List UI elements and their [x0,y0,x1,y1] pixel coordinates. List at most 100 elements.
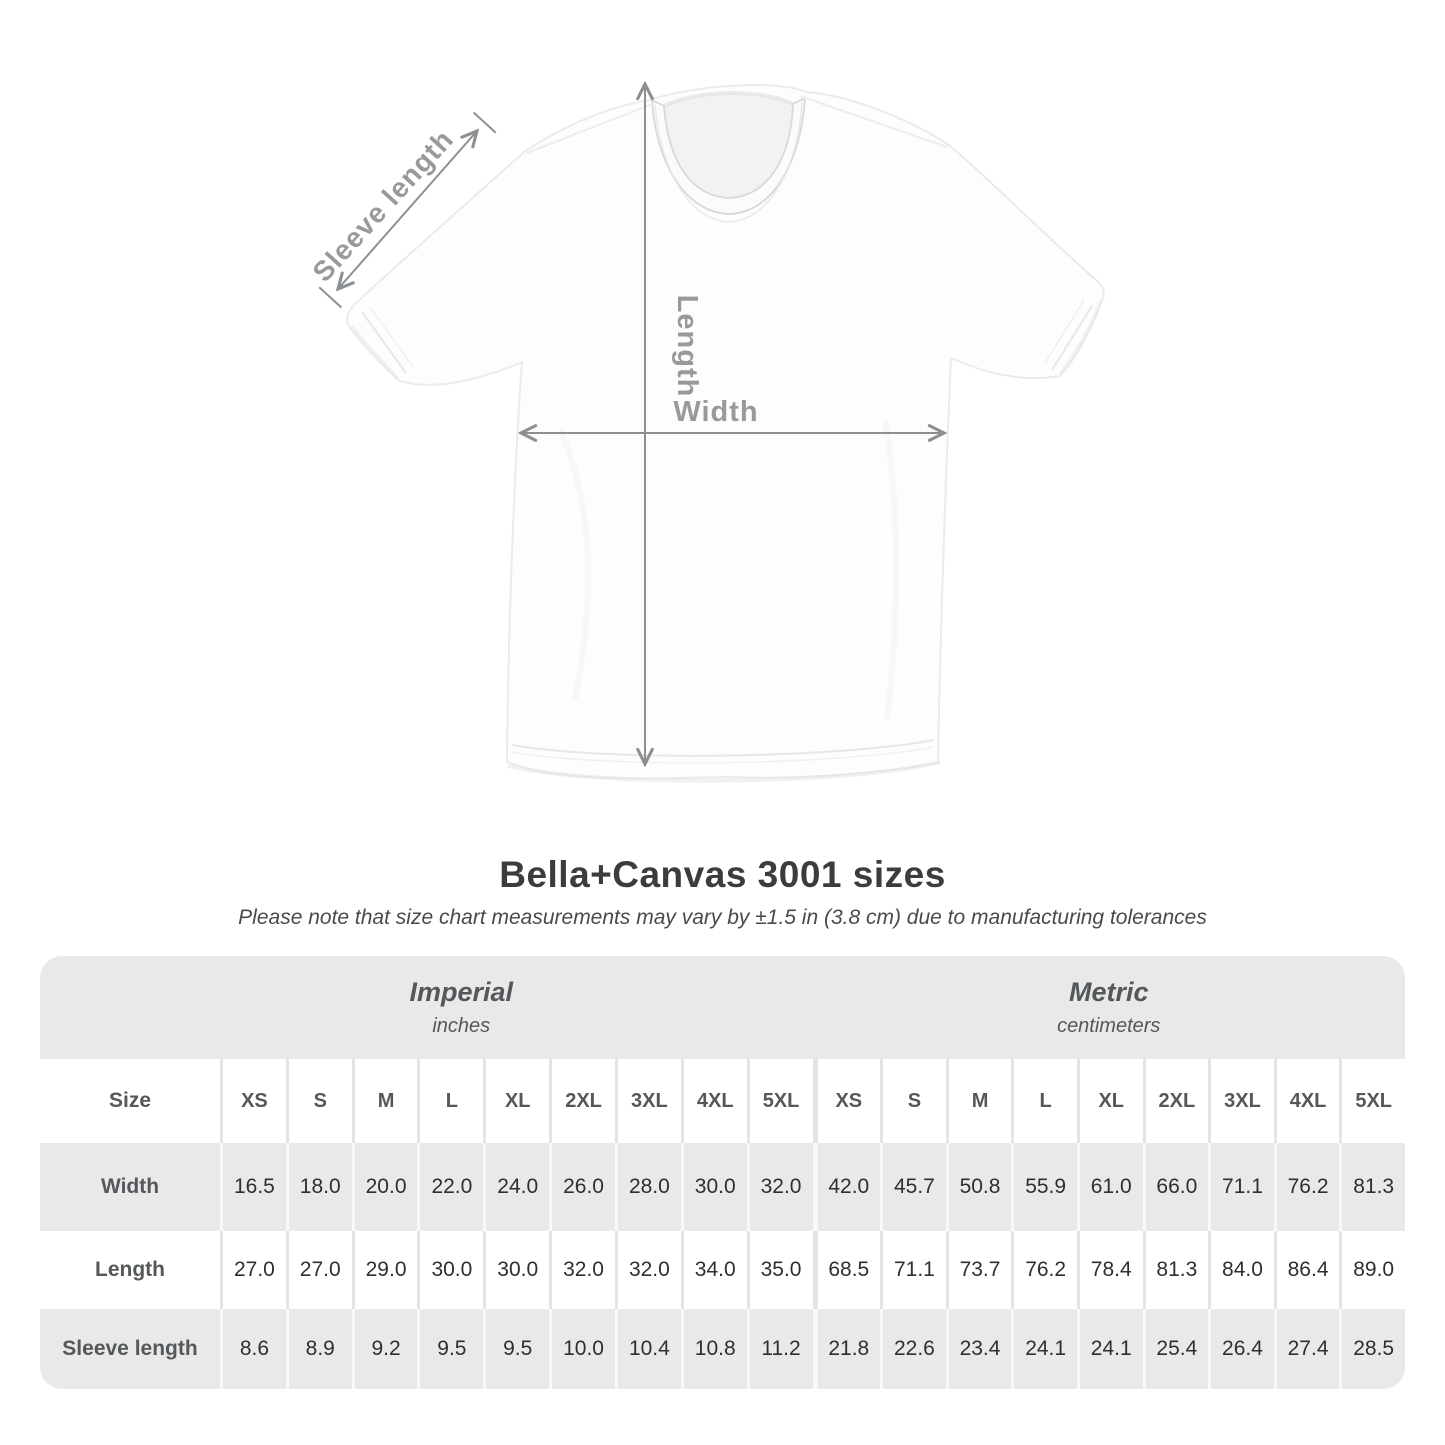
imperial-size-headers: XS S M L XL 2XL 3XL 4XL 5XL [220,1059,813,1143]
size-header-row: Size XS S M L XL 2XL 3XL 4XL 5XL XS S M L XL 2XL 3XL 4X… [40,1059,1405,1143]
length-row: Length 27.0 27.0 29.0 30.0 30.0 32.0 32.0 34.0 3… [40,1231,1405,1309]
sleeve-imperial-values: 8.6 8.9 9.2 9.5 9.5 10.0 10.4 10.8 11.2 [220,1309,813,1389]
size-col-header: M [945,1059,1012,1143]
size-col-header: 2XL [1142,1059,1209,1143]
value-cell: 10.8 [680,1309,747,1389]
size-table: Imperial inches Metric centimeters Size … [40,956,1405,1389]
value-cell: 27.0 [220,1231,286,1309]
size-col-header: XL [1076,1059,1143,1143]
value-cell: 27.4 [1273,1309,1340,1389]
value-cell: 24.0 [483,1143,549,1231]
size-col-header: 3XL [1208,1059,1274,1143]
size-col-header: M [351,1059,418,1143]
size-col-header: 5XL [746,1059,813,1143]
sleeve-length-row: Sleeve length 8.6 8.9 9.2 9.5 9.5 10.0 10.4 10.… [40,1309,1405,1389]
value-cell: 30.0 [483,1231,549,1309]
length-imperial-values: 27.0 27.0 29.0 30.0 30.0 32.0 32.0 34.0 35.0 [220,1231,813,1309]
value-cell: 30.0 [417,1231,483,1309]
value-cell: 76.2 [1273,1143,1340,1231]
value-cell: 71.1 [880,1231,946,1309]
size-col-header: XS [220,1059,286,1143]
sleeve-length-row-label: Sleeve length [62,1337,198,1360]
size-col-header: 3XL [614,1059,681,1143]
value-cell: 28.0 [614,1143,681,1231]
value-cell: 22.6 [880,1309,946,1389]
value-cell: 9.2 [351,1309,418,1389]
value-cell: 86.4 [1273,1231,1340,1309]
value-cell: 23.4 [945,1309,1012,1389]
width-label: Width [673,396,758,428]
length-label: Length [671,295,703,398]
imperial-units: inches [432,1015,491,1037]
value-cell: 89.0 [1339,1231,1405,1309]
value-cell: 26.0 [549,1143,615,1231]
size-col-header: XL [483,1059,549,1143]
value-cell: 68.5 [812,1231,881,1309]
value-cell: 10.4 [614,1309,681,1389]
size-col-header: L [417,1059,483,1143]
value-cell: 27.0 [285,1231,352,1309]
value-cell: 45.7 [880,1143,946,1231]
value-cell: 71.1 [1208,1143,1274,1231]
value-cell: 34.0 [680,1231,747,1309]
width-imperial-values: 16.5 18.0 20.0 22.0 24.0 26.0 28.0 30.0 32.0 [220,1143,813,1231]
value-cell: 8.6 [220,1309,286,1389]
tshirt-diagram-svg: Sleeve length Length Width [306,0,1105,783]
value-cell: 22.0 [417,1143,483,1231]
imperial-header: Imperial inches [40,956,813,1059]
width-metric-values: 42.0 45.7 50.8 55.9 61.0 66.0 71.1 76.2 81.3 [812,1143,1406,1231]
value-cell: 16.5 [220,1143,286,1231]
metric-title: Metric [1068,977,1149,1007]
value-cell: 32.0 [549,1231,615,1309]
table-header-band: Imperial inches Metric centimeters [40,956,1405,1059]
value-cell: 9.5 [483,1309,549,1389]
metric-header: Metric centimeters [813,956,1406,1059]
page-title: Bella+Canvas 3001 sizes [499,854,946,895]
measurement-arrows [318,84,944,764]
value-cell: 28.5 [1339,1309,1405,1389]
size-corner-header: Size [108,1089,152,1112]
metric-units: centimeters [1057,1015,1161,1037]
length-metric-values: 68.5 71.1 73.7 76.2 78.4 81.3 84.0 86.4 89.0 [812,1231,1406,1309]
value-cell: 20.0 [351,1143,418,1231]
value-cell: 81.3 [1339,1143,1405,1231]
value-cell: 55.9 [1011,1143,1077,1231]
tshirt-diagram: Sleeve length Length Width [306,0,1105,783]
length-row-label: Length [95,1258,165,1281]
value-cell: 81.3 [1142,1231,1209,1309]
size-col-header: 2XL [549,1059,615,1143]
value-cell: 61.0 [1076,1143,1143,1231]
value-cell: 32.0 [614,1231,681,1309]
sleeve-arrow-tick-top [472,111,497,134]
size-col-header: L [1011,1059,1077,1143]
value-cell: 42.0 [812,1143,881,1231]
size-col-header: XS [812,1059,881,1143]
page-subtitle: Please note that size chart measurements… [238,906,1207,929]
value-cell: 24.1 [1076,1309,1143,1389]
value-cell: 11.2 [746,1309,813,1389]
sleeve-arrow-tick-bottom [318,286,343,309]
value-cell: 30.0 [680,1143,747,1231]
value-cell: 26.4 [1208,1309,1274,1389]
size-col-header: 5XL [1339,1059,1405,1143]
width-row: Width 16.5 18.0 20.0 22.0 24.0 26.0 28.0 30.0 32… [40,1143,1405,1231]
value-cell: 29.0 [351,1231,418,1309]
sleeve-metric-values: 21.8 22.6 23.4 24.1 24.1 25.4 26.4 27.4 28.5 [812,1309,1406,1389]
size-col-header: 4XL [1273,1059,1340,1143]
size-col-header: 4XL [680,1059,747,1143]
value-cell: 84.0 [1208,1231,1274,1309]
value-cell: 73.7 [945,1231,1012,1309]
width-row-label: Width [100,1175,160,1198]
value-cell: 76.2 [1011,1231,1077,1309]
value-cell: 78.4 [1076,1231,1143,1309]
size-col-header: S [880,1059,946,1143]
size-col-header: S [285,1059,352,1143]
value-cell: 25.4 [1142,1309,1209,1389]
value-cell: 66.0 [1142,1143,1209,1231]
imperial-title: Imperial [409,977,514,1007]
value-cell: 18.0 [285,1143,352,1231]
value-cell: 50.8 [945,1143,1012,1231]
value-cell: 32.0 [746,1143,813,1231]
value-cell: 21.8 [812,1309,881,1389]
value-cell: 35.0 [746,1231,813,1309]
